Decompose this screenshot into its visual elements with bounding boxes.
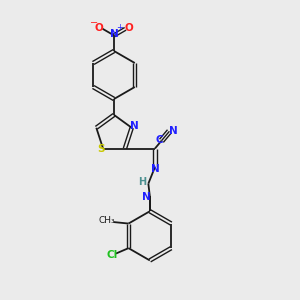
Text: H: H [138,177,146,187]
Text: O: O [124,22,134,33]
Text: N: N [130,121,139,131]
Text: +: + [116,22,123,32]
Text: S: S [97,144,104,154]
Text: CH₃: CH₃ [99,216,115,225]
Text: O: O [94,22,103,33]
Text: −: − [90,18,98,28]
Text: N: N [169,126,177,136]
Text: C: C [156,135,164,145]
Text: N: N [110,29,118,39]
Text: N: N [151,164,159,174]
Text: Cl: Cl [106,250,117,260]
Text: N: N [142,192,151,202]
